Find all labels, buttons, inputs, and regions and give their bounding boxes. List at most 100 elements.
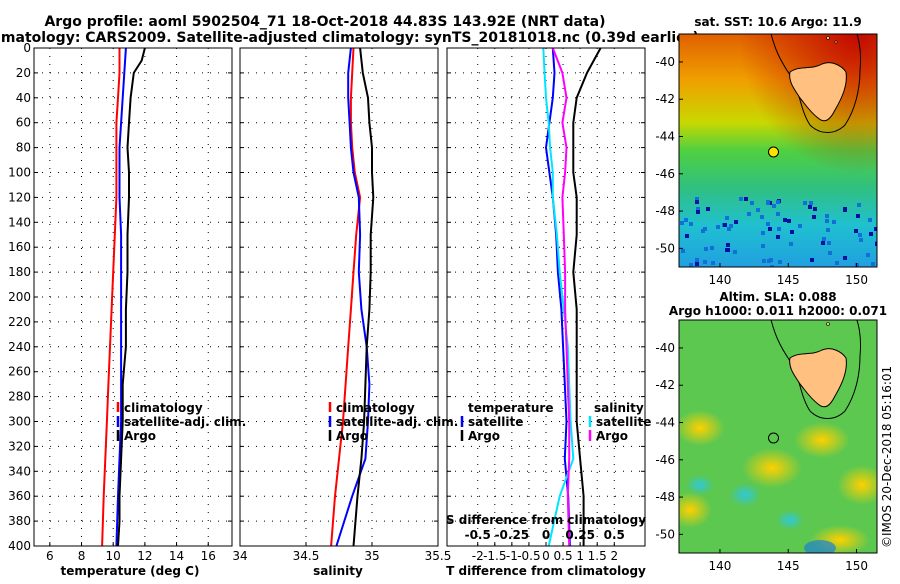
cold-pixel <box>854 229 858 233</box>
figure-title-line2: Climatology: CARS2009. Satellite-adjuste… <box>0 30 699 46</box>
cold-pixel <box>711 261 715 265</box>
argo-location-marker <box>768 146 779 158</box>
cold-pixel <box>685 234 689 238</box>
x-tick-label: 2 <box>610 549 618 563</box>
cold-pixel <box>835 261 839 265</box>
cold-pixel <box>826 228 830 232</box>
y-tick-label: 360 <box>8 489 31 503</box>
cold-pixel <box>689 222 693 226</box>
cold-pixel <box>689 263 693 267</box>
figure-title-line1: Argo profile: aoml 5902504_71 18-Oct-201… <box>44 14 605 30</box>
x-tick-label: 145 <box>777 559 800 573</box>
x-tick-label: 0.5 <box>554 549 573 563</box>
series-line-s-satellite <box>542 47 575 547</box>
s-tick-label: 0.5 <box>604 528 625 542</box>
cold-pixel <box>744 197 748 201</box>
legend-tsat-label: satellite <box>468 415 523 429</box>
cold-pixel <box>871 262 875 266</box>
cold-pixel <box>777 227 781 231</box>
temperature-legend: climatology satellite-adj. clim. Argo <box>116 401 246 443</box>
salinity-xlabel: salinity <box>313 564 363 578</box>
cold-pixel <box>760 215 764 219</box>
legend-temperature-title: temperature <box>468 401 553 415</box>
difference-xlabel: T difference from climatology <box>446 564 646 578</box>
cold-pixel <box>704 247 708 251</box>
y-tick-label: 140 <box>8 215 31 229</box>
cold-pixel <box>766 222 770 226</box>
cold-pixel <box>750 201 754 205</box>
sla-map-title: Altim. SLA: 0.088 <box>719 290 836 304</box>
cold-pixel <box>808 205 812 209</box>
legend-targo-label: Argo <box>468 429 500 443</box>
sla-high-blob <box>679 410 725 446</box>
y-tick-label: 80 <box>16 141 31 155</box>
y-tick-label: 160 <box>8 240 31 254</box>
x-tick-label: 140 <box>709 273 732 287</box>
series-line-t-argo <box>572 47 602 546</box>
cold-pixel <box>776 200 780 204</box>
series-line-t-satellite <box>545 47 571 547</box>
cold-pixel <box>767 259 771 263</box>
cold-pixel <box>726 243 730 247</box>
cold-pixel <box>756 208 760 212</box>
sla-high-blob <box>679 492 712 528</box>
cold-pixel <box>813 207 817 211</box>
cold-pixel <box>695 197 699 201</box>
tasmania-landmass <box>789 62 847 122</box>
island <box>826 322 830 326</box>
cold-pixel <box>869 232 873 236</box>
sst-map-title: sat. SST: 10.6 Argo: 11.9 <box>694 15 861 29</box>
legend-argo-label: Argo <box>336 429 368 443</box>
cold-pixel <box>789 242 793 246</box>
sst-cold-pixels <box>680 197 877 267</box>
salinity-diff-ticks: -0.5 -0.25 0 0.25 0.5 <box>465 528 625 542</box>
cold-pixel <box>868 218 872 222</box>
x-tick-label: 10 <box>106 549 121 563</box>
x-tick-label: 1.5 <box>588 549 607 563</box>
cold-pixel <box>843 256 847 260</box>
cold-pixel <box>695 262 699 266</box>
series-line-satellite-adj-clim- <box>335 47 371 547</box>
temperature-frame <box>33 47 233 547</box>
cold-pixel <box>827 241 831 245</box>
cold-pixel <box>832 220 836 224</box>
cold-pixel <box>778 260 782 264</box>
s-tick-label: -0.5 <box>465 528 491 542</box>
y-tick-label: 340 <box>8 464 31 478</box>
cold-pixel <box>856 214 860 218</box>
y-tick-label: -46 <box>655 453 675 467</box>
x-tick-label: 34.5 <box>293 549 320 563</box>
salinity-grid <box>240 48 438 546</box>
temperature-lines <box>101 47 146 547</box>
cold-pixel <box>783 218 787 222</box>
y-tick-label: 280 <box>8 390 31 404</box>
cold-pixel <box>803 201 807 205</box>
x-tick-label: -0.5 <box>517 549 540 563</box>
cold-pixel <box>776 212 780 216</box>
temperature-panel: 6 8 10 12 14 16020406080100120140160180200220… <box>8 41 246 578</box>
sst-shelf-contour <box>770 34 861 133</box>
island <box>826 36 830 40</box>
y-tick-label: 240 <box>8 340 31 354</box>
sla-high-blob <box>794 422 850 458</box>
salinity-lines <box>330 47 375 547</box>
s-tick-label: 0.25 <box>565 528 595 542</box>
y-tick-label: 300 <box>8 415 31 429</box>
cold-pixel <box>706 207 710 211</box>
cold-pixel <box>747 212 751 216</box>
salinity-frame <box>239 47 439 547</box>
cold-pixel <box>684 218 688 222</box>
sla-map-ticks: 140 145 150 -40 -42 -44 -46 -48 -50 <box>655 341 868 573</box>
difference-top-axis-label: S difference from climatology <box>446 513 646 527</box>
cold-pixel <box>859 238 863 242</box>
sst-map: 140 145 150 -40 -42 -44 -46 -48 -50 <box>655 33 878 287</box>
cold-pixel <box>822 237 826 241</box>
cold-pixel <box>768 227 772 231</box>
series-line-climatology <box>330 47 362 547</box>
s-tick-label: 0 <box>542 528 550 542</box>
cold-pixel <box>875 242 877 246</box>
cold-pixel <box>725 248 729 252</box>
island <box>834 40 838 44</box>
legend-clim-label: climatology <box>336 401 415 415</box>
